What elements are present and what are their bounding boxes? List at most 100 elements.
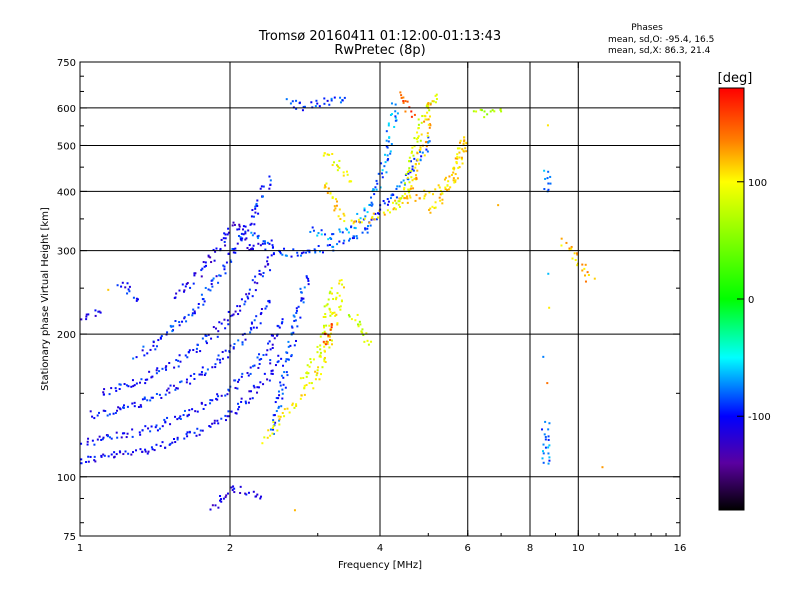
data-point [242, 233, 245, 236]
data-point [292, 331, 295, 334]
data-point [427, 104, 430, 107]
data-point [394, 115, 397, 118]
data-point [133, 401, 136, 404]
data-point [331, 343, 334, 346]
data-point [323, 356, 326, 359]
data-point [280, 374, 283, 377]
data-point [233, 487, 236, 490]
data-point [232, 485, 235, 488]
data-point [339, 96, 342, 99]
data-point [385, 130, 388, 133]
data-point [193, 274, 196, 277]
data-point [260, 495, 263, 498]
data-point [323, 360, 326, 363]
data-point [332, 297, 335, 300]
data-point [144, 450, 147, 453]
data-point [204, 261, 207, 264]
y-tick-label: 500 [57, 141, 76, 152]
data-point [240, 298, 243, 301]
data-point [400, 197, 403, 200]
data-point [332, 161, 335, 164]
data-point [222, 264, 225, 267]
data-point [211, 422, 214, 425]
data-point [254, 211, 257, 214]
data-point [209, 289, 212, 292]
y-tick-label: 200 [57, 330, 76, 341]
data-point [370, 201, 373, 204]
data-point [375, 179, 378, 182]
data-point [93, 417, 96, 420]
data-point [493, 110, 496, 113]
data-point [253, 386, 256, 389]
data-point [388, 136, 391, 139]
data-point [87, 437, 90, 440]
data-point [262, 383, 265, 386]
data-point [475, 110, 478, 113]
data-point [131, 435, 134, 438]
data-point [213, 419, 216, 422]
data-point [565, 241, 568, 244]
data-point [200, 373, 203, 376]
data-point [428, 208, 431, 211]
x-tick-label: 1 [77, 543, 83, 554]
data-point [265, 353, 268, 356]
data-point [407, 191, 410, 194]
data-point [183, 317, 186, 320]
data-point [225, 494, 228, 497]
data-point [314, 378, 317, 381]
data-point [254, 275, 257, 278]
data-point [204, 404, 207, 407]
data-point [237, 408, 240, 411]
x-tick-label: 10 [572, 543, 585, 554]
data-point [182, 414, 185, 417]
data-point [303, 105, 306, 108]
data-point [318, 105, 321, 108]
data-point [247, 491, 250, 494]
data-point [407, 188, 410, 191]
data-point [328, 324, 331, 327]
data-point [146, 399, 149, 402]
data-point [141, 398, 144, 401]
data-point [325, 324, 328, 327]
data-point [183, 437, 186, 440]
data-point [391, 201, 394, 204]
data-point [244, 238, 247, 241]
data-point [139, 433, 142, 436]
data-point [268, 187, 271, 190]
data-point [261, 442, 264, 445]
data-point [123, 404, 126, 407]
data-point [257, 212, 260, 215]
data-point [176, 436, 179, 439]
data-point [268, 242, 271, 245]
data-point [549, 175, 552, 178]
data-point [194, 272, 197, 275]
data-point [244, 400, 247, 403]
data-point [285, 98, 288, 101]
data-point [428, 191, 431, 194]
data-point [249, 223, 252, 226]
data-point [278, 423, 281, 426]
data-point [189, 286, 192, 289]
data-point [155, 424, 158, 427]
data-point [499, 107, 502, 110]
data-point [439, 193, 442, 196]
data-point [294, 339, 297, 342]
data-point [85, 318, 88, 321]
data-point [424, 193, 427, 196]
data-point [348, 239, 351, 242]
data-point [305, 276, 308, 279]
data-point [202, 407, 205, 410]
data-point [255, 315, 258, 318]
data-point [319, 250, 322, 253]
data-point [367, 343, 370, 346]
data-point [205, 342, 208, 345]
data-point [366, 225, 369, 228]
data-point [416, 131, 419, 134]
data-point [231, 247, 234, 250]
data-point [189, 374, 192, 377]
data-point [224, 237, 227, 240]
data-point [277, 390, 280, 393]
data-point [271, 372, 274, 375]
data-point [238, 223, 241, 226]
data-point [108, 413, 111, 416]
